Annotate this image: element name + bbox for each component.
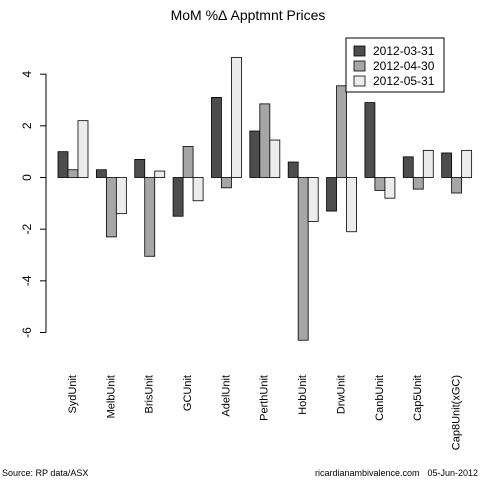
legend-swatch	[353, 60, 366, 72]
bar	[57, 151, 69, 178]
x-category-label: HobUnit	[297, 375, 309, 415]
bar	[287, 161, 299, 178]
bar	[211, 97, 222, 178]
bar	[231, 56, 242, 178]
footer-date: 05-Jun-2012	[427, 468, 478, 478]
y-axis: 4 2 0 -2 -4 -6	[20, 71, 47, 338]
x-category-label: BrisUnit	[144, 375, 156, 414]
bar	[346, 177, 357, 233]
bar	[77, 120, 89, 178]
bar	[172, 177, 184, 217]
x-category-label: Cap5Unit	[412, 375, 424, 421]
bar	[297, 177, 309, 341]
x-axis-labels: SydUnit MelbUnit BrisUnit GCUnit AdelUnit Per…	[67, 375, 463, 450]
legend-swatch	[353, 75, 366, 87]
y-tick-label: 4	[20, 71, 34, 78]
x-category-label: SydUnit	[67, 375, 79, 414]
bar	[374, 177, 386, 191]
x-category-label: MelbUnit	[105, 375, 117, 418]
bar	[134, 159, 146, 178]
bar	[336, 85, 347, 178]
x-category-label: AdelUnit	[220, 375, 232, 417]
bar	[221, 177, 232, 189]
footer-source: Source: RP data/ASX	[2, 468, 88, 478]
bars-group	[57, 56, 473, 341]
x-category-label: Cap8Unit(xGC)	[451, 375, 463, 450]
legend-swatch	[353, 45, 366, 57]
bar	[422, 149, 434, 178]
x-category-label: DrwUnit	[335, 375, 347, 414]
bar	[105, 177, 117, 238]
bar	[192, 177, 204, 202]
bar	[95, 169, 107, 178]
y-tick-label: 0	[20, 174, 34, 181]
bar	[154, 170, 166, 178]
bar	[269, 139, 281, 178]
chart-title: MoM %Δ Apptmnt Prices	[171, 7, 326, 23]
bar	[412, 177, 424, 190]
legend-label: 2012-03-31	[373, 44, 435, 58]
bar	[451, 177, 463, 194]
bar	[402, 156, 414, 178]
bar	[326, 177, 337, 212]
bar	[441, 152, 453, 178]
bar	[364, 102, 376, 178]
bar	[461, 149, 473, 178]
bar	[249, 130, 261, 178]
bar	[259, 103, 271, 178]
y-tick-label: -2	[20, 224, 34, 235]
bar	[67, 169, 79, 178]
y-tick-label: -4	[20, 275, 34, 286]
y-tick-label: 2	[20, 122, 34, 129]
y-tick-label: -6	[20, 327, 34, 338]
bar	[144, 177, 156, 257]
bar	[115, 177, 127, 215]
x-category-label: CanbUnit	[374, 375, 386, 421]
x-category-label: PerthUnit	[259, 375, 271, 421]
legend-label: 2012-04-30	[373, 59, 435, 73]
footer-site: ricardianambivalence.com	[315, 468, 420, 478]
bar	[182, 146, 194, 178]
bar	[307, 177, 319, 222]
x-category-label: GCUnit	[182, 375, 194, 411]
bar	[384, 177, 396, 199]
legend-label: 2012-05-31	[373, 74, 435, 88]
